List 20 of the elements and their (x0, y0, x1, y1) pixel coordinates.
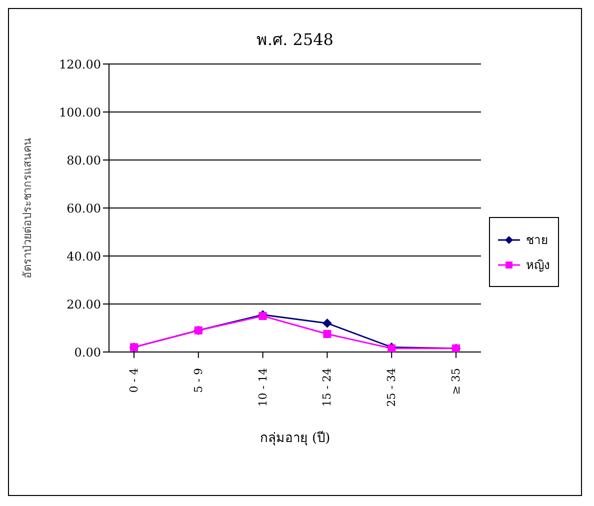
x-tick-label: ≥ 35 (450, 368, 462, 395)
chart-title: พ.ศ. 2548 (256, 29, 334, 51)
y-tick-label: 120.00 (59, 57, 101, 72)
y-tick-label: 0.00 (74, 345, 101, 360)
x-tick-label: 15 - 24 (320, 368, 334, 407)
y-tick-label: 100.00 (59, 105, 101, 120)
y-axis-title: อัตราป่วยต่อประชากรแสนคน (20, 138, 34, 278)
x-tick-label: 10 - 14 (256, 368, 270, 407)
legend-label: หญิง (526, 257, 550, 274)
point (323, 330, 332, 338)
point (322, 318, 332, 328)
y-tick-label: 60.00 (66, 201, 101, 216)
y-tick-label: 80.00 (66, 153, 101, 168)
legend-label: ชาย (526, 232, 548, 249)
x-axis-title: กลุ่มอายุ (ปี) (260, 430, 330, 446)
y-tick-label: 20.00 (66, 297, 101, 312)
y-tick-label: 40.00 (66, 249, 101, 264)
x-tick-label: 25 - 34 (385, 368, 398, 407)
x-tick-label: 5 - 9 (192, 368, 205, 393)
x-tick-label: 0 - 4 (128, 368, 140, 393)
